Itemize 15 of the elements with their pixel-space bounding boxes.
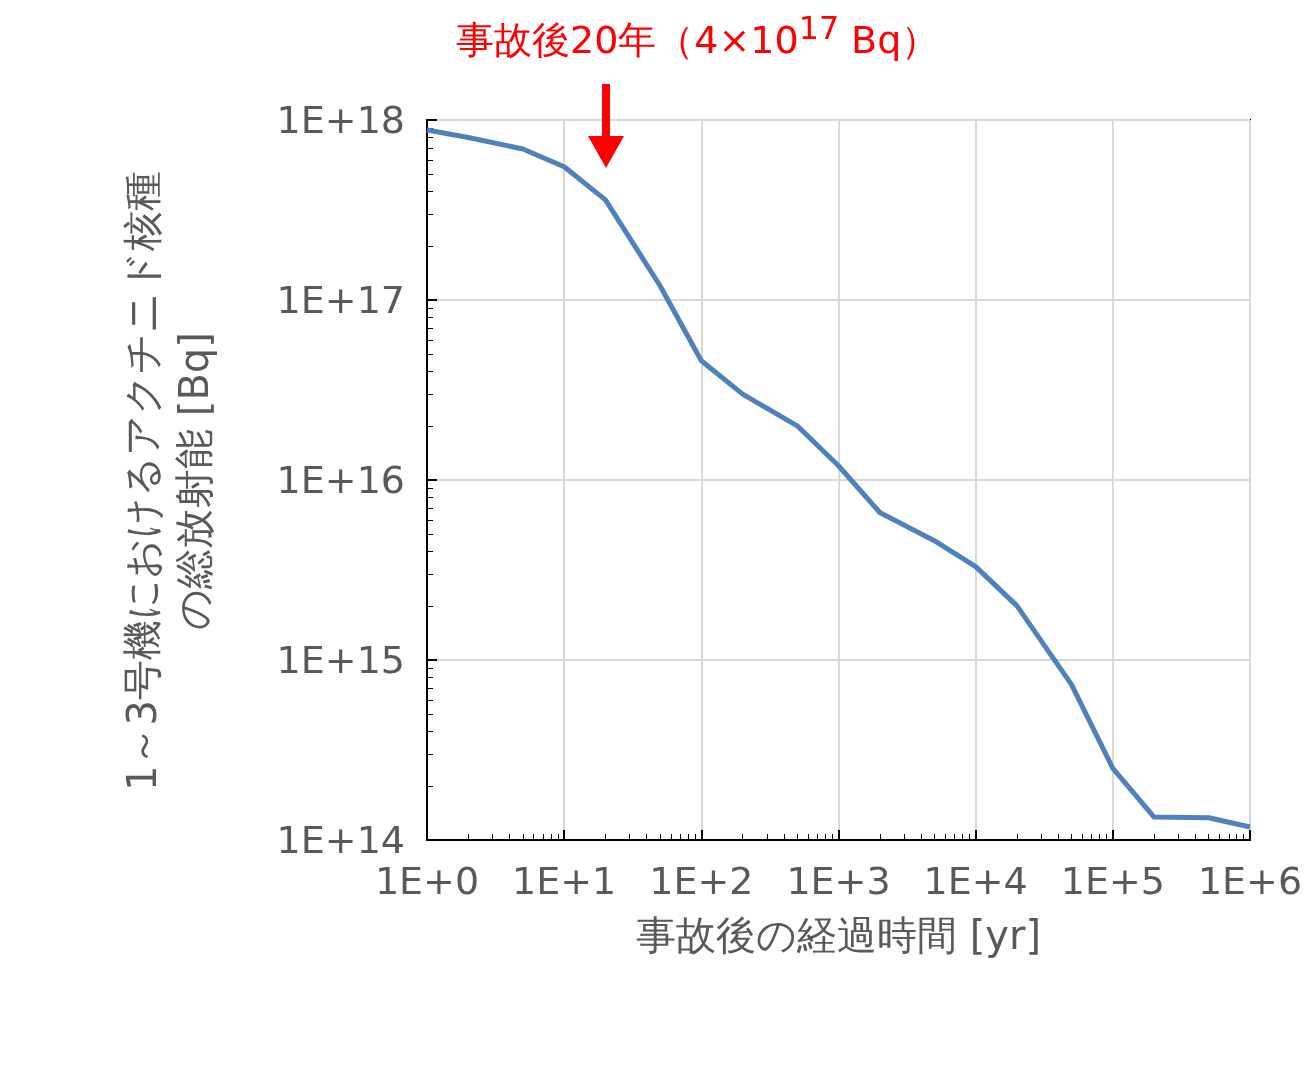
x-tick-label: 1E+4 xyxy=(923,859,1028,903)
y-tick-label: 1E+15 xyxy=(276,638,405,682)
y-tick-label: 1E+16 xyxy=(276,458,405,502)
x-tick-label: 1E+1 xyxy=(512,859,617,903)
text: 事故後20年（4×10$^{17}$ Bq） xyxy=(456,10,940,66)
y-tick-label: 1E+14 xyxy=(276,818,405,862)
x-axis-title: 事故後の経過時間 [yr] xyxy=(635,912,1042,958)
y-tick-label: 1E+18 xyxy=(276,98,405,142)
x-tick-label: 1E+0 xyxy=(374,859,480,903)
y-axis-title: 1～3号機におけるアクチニド核種の総放射能 [Bq] xyxy=(118,170,218,793)
x-tick-label: 1E+5 xyxy=(1060,859,1165,903)
x-tick-label: 1E+6 xyxy=(1197,859,1303,903)
x-tick-label: 1E+2 xyxy=(649,859,754,903)
y-tick-label: 1E+17 xyxy=(276,278,405,322)
x-tick-label: 1E+3 xyxy=(786,859,891,903)
